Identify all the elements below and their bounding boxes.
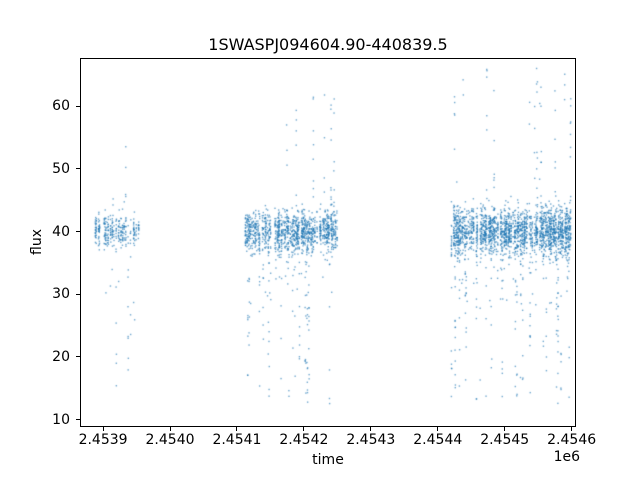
x-tick-label: 2.4546	[547, 432, 597, 448]
y-tick-mark	[76, 419, 80, 421]
x-tick-mark	[571, 427, 573, 431]
x-axis-offset-label: 1e6	[553, 449, 580, 465]
x-tick-mark	[370, 427, 372, 431]
x-tick-mark	[504, 427, 506, 431]
x-tick-label: 2.4545	[480, 432, 530, 448]
x-tick-mark	[169, 427, 171, 431]
y-tick-label: 10	[52, 411, 70, 428]
x-tick-label: 2.4540	[145, 432, 195, 448]
plot-area	[80, 58, 576, 427]
scatter-points-canvas	[81, 59, 575, 426]
x-tick-mark	[437, 427, 439, 431]
x-tick-mark	[102, 427, 104, 431]
y-tick-label: 20	[52, 348, 70, 365]
chart-title: 1SWASPJ094604.90-440839.5	[208, 35, 448, 54]
x-tick-label: 2.4539	[78, 432, 128, 448]
x-tick-label: 2.4543	[346, 432, 396, 448]
y-tick-label: 60	[52, 98, 70, 115]
y-tick-mark	[76, 168, 80, 170]
y-tick-mark	[76, 293, 80, 295]
x-tick-mark	[236, 427, 238, 431]
x-axis-label: time	[312, 452, 344, 468]
x-tick-label: 2.4541	[212, 432, 262, 448]
y-tick-mark	[76, 356, 80, 358]
y-tick-mark	[76, 105, 80, 107]
y-tick-label: 30	[52, 286, 70, 303]
x-tick-label: 2.4542	[279, 432, 329, 448]
y-tick-mark	[76, 231, 80, 233]
x-tick-mark	[303, 427, 305, 431]
x-tick-label: 2.4544	[413, 432, 463, 448]
y-tick-label: 40	[52, 223, 70, 240]
y-tick-label: 50	[52, 160, 70, 177]
